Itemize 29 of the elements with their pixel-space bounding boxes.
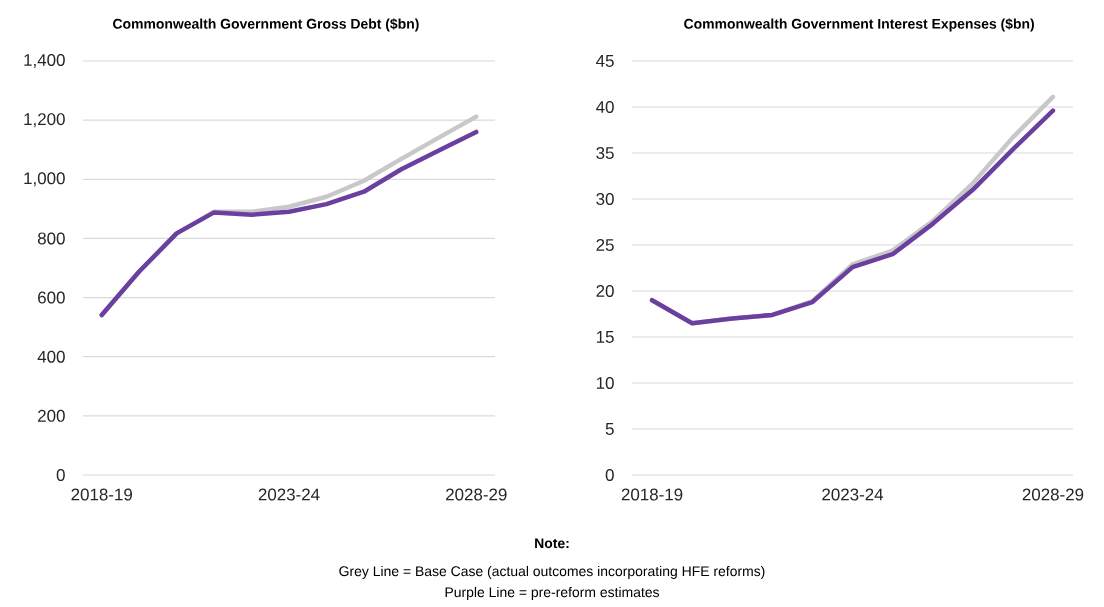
x-tick-label: 2023-24	[822, 488, 884, 501]
y-tick-label: 1,200	[24, 113, 65, 128]
y-tick-label: 0	[56, 469, 65, 481]
y-tick-label: 15	[596, 331, 614, 343]
x-tick-label: 2028-29	[1022, 488, 1084, 501]
y-tick-label: 400	[37, 350, 65, 363]
y-tick-label: 20	[596, 285, 614, 297]
y-tick-label: 30	[596, 193, 614, 205]
y-tick-label: 800	[37, 232, 65, 245]
x-tick-label: 2028-29	[446, 488, 507, 501]
text: Grey Line = Base Case (actual outcomes incorporating HFE reforms)	[339, 565, 765, 579]
y-tick-label: 25	[596, 239, 614, 251]
y-tick-label: 1,000	[24, 172, 65, 187]
y-tick-label: 1,400	[24, 53, 65, 68]
y-tick-label: 40	[596, 101, 614, 113]
y-tick-label: 35	[596, 147, 614, 159]
chart-title: Commonwealth Government Interest Expenses ($bn)	[684, 18, 1034, 32]
y-tick-label: 10	[596, 377, 614, 389]
y-tick-label: 5	[605, 423, 614, 435]
text: Note:	[535, 538, 569, 549]
x-tick-label: 2023-24	[258, 488, 320, 501]
y-tick-label: 200	[38, 409, 65, 422]
x-tick-label: 2018-19	[71, 488, 132, 501]
text: Purple Line = pre-reform estimates	[445, 586, 660, 600]
y-tick-label: 0	[605, 469, 614, 481]
x-tick-label: 2018-19	[621, 488, 683, 501]
chart-title: Commonwealth Government Gross Debt ($bn)	[113, 18, 419, 32]
y-tick-label: 45	[596, 55, 614, 67]
y-tick-label: 600	[38, 291, 65, 304]
